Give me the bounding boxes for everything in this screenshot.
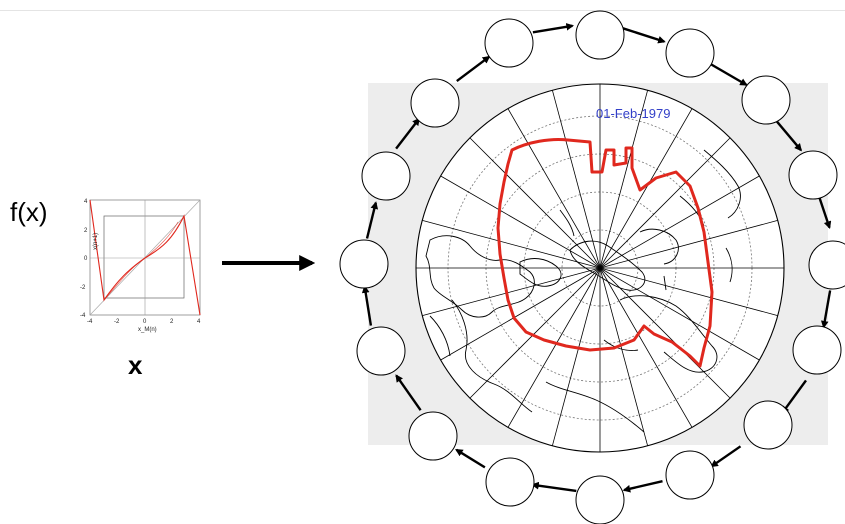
circle-node-icon (743, 400, 793, 450)
map-function-plot: -4 -2 0 2 4 4 2 0 -2 -4 x_M(n) x(n+1) (80, 199, 201, 333)
plot-xlabel: x_M(n) (138, 327, 157, 333)
circle-node-icon (356, 326, 406, 376)
top-divider (0, 10, 845, 11)
y-tick: 0 (84, 256, 88, 262)
circle-node-icon (792, 325, 842, 375)
circle-node-icon (410, 78, 460, 128)
circle-node-icon (484, 18, 534, 68)
ring-nodes (339, 10, 845, 524)
plot-ylabel: x(n+1) (93, 233, 99, 250)
circle-node-icon (575, 10, 625, 60)
date-label: 01-Feb-1979 (596, 106, 670, 121)
circle-node-icon (665, 28, 715, 78)
circle-node-icon (575, 475, 625, 524)
y-tick: -2 (80, 285, 86, 291)
circle-node-icon (361, 151, 411, 201)
coastlines (425, 149, 741, 433)
circle-node-icon (741, 75, 791, 125)
y-tick: -4 (80, 313, 86, 319)
plot-inner-box (103, 215, 185, 299)
ring-arrows (361, 23, 832, 493)
x-tick: 2 (170, 319, 174, 325)
x-label: x (128, 350, 143, 380)
circle-node-icon (808, 240, 845, 290)
polar-map: 01-Feb-1979 (415, 83, 785, 453)
fx-label: f(x) (10, 197, 48, 227)
ice-edge-contour (496, 138, 714, 368)
x-tick: -4 (87, 319, 93, 325)
circle-node-icon (665, 450, 715, 500)
node-ring (339, 10, 845, 524)
x-tick: -2 (114, 319, 120, 325)
map-grid (416, 84, 784, 452)
circle-node-icon (485, 457, 535, 507)
x-tick: 0 (143, 319, 147, 325)
y-tick: 2 (84, 228, 88, 234)
x-tick: 4 (197, 319, 201, 325)
circle-node-icon (408, 411, 458, 461)
circle-node-icon (339, 239, 389, 289)
plot-curve-inner (103, 221, 179, 301)
circle-node-icon (788, 150, 838, 200)
y-tick: 4 (84, 199, 88, 205)
